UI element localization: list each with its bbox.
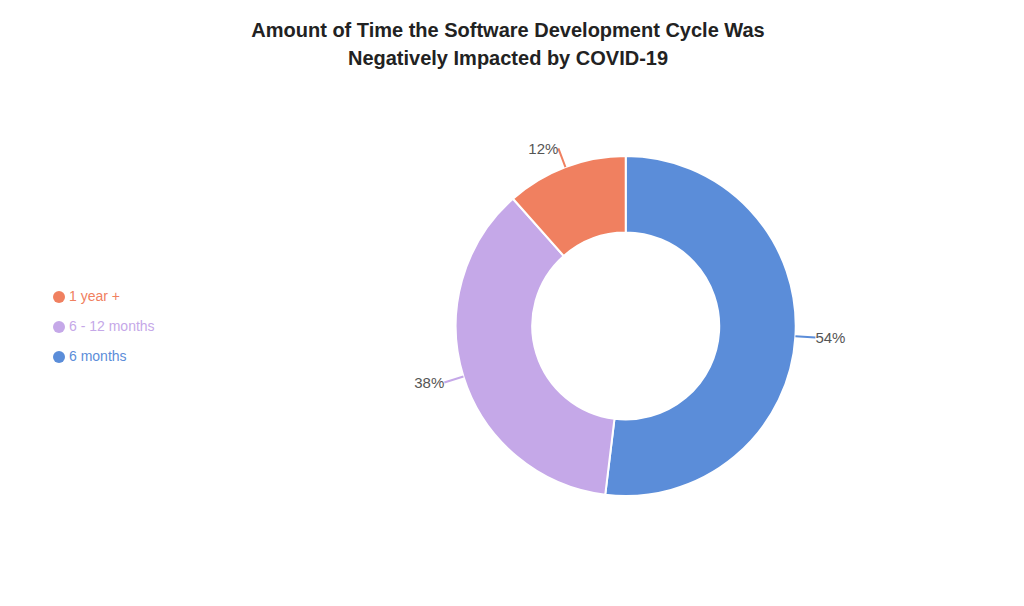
svg-text:38%: 38% xyxy=(414,374,444,391)
html-text:Amount of Time the Software De: Amount of Time the Software Development … xyxy=(251,19,765,41)
html-text:6 months: 6 months xyxy=(69,348,127,364)
html-text:1 year +: 1 year + xyxy=(69,288,120,304)
svg-text:12%: 12% xyxy=(528,140,558,157)
html-text:6 - 12 months: 6 - 12 months xyxy=(69,318,155,334)
html-text:Negatively Impacted by COVID-1: Negatively Impacted by COVID-19 xyxy=(347,47,668,69)
svg-text:54%: 54% xyxy=(815,329,845,346)
